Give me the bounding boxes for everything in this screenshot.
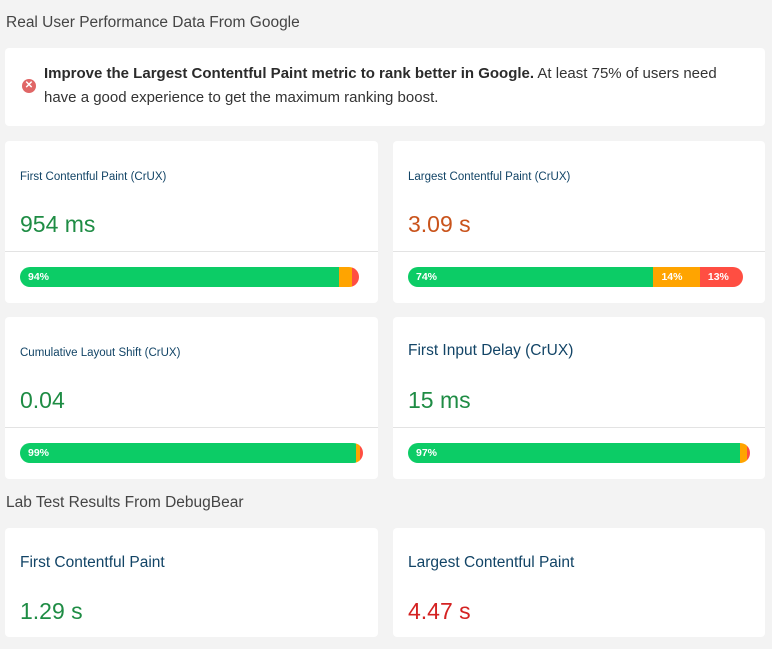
metric-card-fcp-crux[interactable]: First Contentful Paint (CrUX) 954 ms 94% [5,141,378,303]
distribution-bar: 94% [20,267,359,287]
metric-card-cls-crux[interactable]: Cumulative Layout Shift (CrUX) 0.04 99% [5,317,378,479]
lab-section-title: Lab Test Results From DebugBear [6,494,244,511]
card-divider [393,251,765,252]
poor-segment [746,443,750,463]
needs-improvement-segment: 14% [653,267,700,287]
metric-card-lcp-crux[interactable]: Largest Contentful Paint (CrUX) 3.09 s 7… [393,141,765,303]
good-segment: 99% [20,443,357,463]
metric-title: First Contentful Paint (CrUX) [20,171,167,183]
metric-value: 3.09 s [408,211,471,237]
needs-improvement-segment [356,443,360,463]
poor-segment: 13% [699,267,743,287]
needs-improvement-segment [739,443,747,463]
metric-title: First Input Delay (CrUX) [408,342,574,359]
good-segment: 74% [408,267,654,287]
metric-card-lcp-lab[interactable]: Largest Contentful Paint 4.47 s [393,528,765,637]
metric-card-fid-crux[interactable]: First Input Delay (CrUX) 15 ms 97% [393,317,765,479]
good-segment: 97% [408,443,740,463]
metric-card-fcp-lab[interactable]: First Contentful Paint 1.29 s [5,528,378,637]
crux-section-title: Real User Performance Data From Google [6,14,300,31]
poor-segment [352,267,359,287]
distribution-bar: 74% 14% 13% [408,267,743,287]
metric-value: 0.04 [20,387,65,413]
distribution-bar: 99% [20,443,363,463]
metric-value: 954 ms [20,211,96,237]
metric-value: 15 ms [408,387,471,413]
alert-headline: Improve the Largest Contentful Paint met… [44,65,535,82]
ranking-alert: ✕ Improve the Largest Contentful Paint m… [5,48,765,126]
alert-detail: At least 75% of users need have a good e… [44,65,717,106]
metric-title: Largest Contentful Paint (CrUX) [408,171,571,183]
metric-title: Cumulative Layout Shift (CrUX) [20,347,181,359]
metric-title: Largest Contentful Paint [408,554,575,571]
alert-message: Improve the Largest Contentful Paint met… [44,62,744,110]
distribution-bar: 97% [408,443,750,463]
good-segment: 94% [20,267,339,287]
poor-segment [359,443,363,463]
metric-title: First Contentful Paint [20,554,165,571]
card-divider [5,251,378,252]
card-divider [393,427,765,428]
error-circle-icon: ✕ [22,79,36,93]
card-divider [5,427,378,428]
metric-value: 1.29 s [20,598,83,624]
needs-improvement-segment [338,267,353,287]
metric-value: 4.47 s [408,598,471,624]
